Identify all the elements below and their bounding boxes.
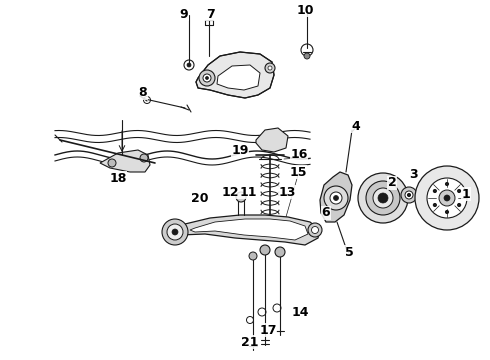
Text: 7: 7 bbox=[206, 8, 215, 21]
Text: 4: 4 bbox=[352, 120, 360, 132]
Circle shape bbox=[249, 252, 257, 260]
Text: 3: 3 bbox=[409, 168, 417, 181]
Text: 14: 14 bbox=[291, 306, 309, 319]
Circle shape bbox=[445, 211, 448, 213]
Circle shape bbox=[433, 189, 437, 193]
Circle shape bbox=[373, 188, 393, 208]
Circle shape bbox=[108, 159, 116, 167]
Text: 19: 19 bbox=[231, 144, 249, 157]
Text: 17: 17 bbox=[259, 324, 277, 337]
Text: 11: 11 bbox=[239, 185, 257, 198]
Circle shape bbox=[378, 193, 388, 203]
Text: 16: 16 bbox=[290, 148, 308, 162]
Text: 6: 6 bbox=[322, 207, 330, 220]
Circle shape bbox=[408, 194, 411, 197]
Circle shape bbox=[445, 183, 448, 185]
Circle shape bbox=[415, 166, 479, 230]
Circle shape bbox=[268, 66, 272, 70]
Text: 12: 12 bbox=[221, 185, 239, 198]
Circle shape bbox=[405, 191, 413, 199]
Text: 18: 18 bbox=[109, 171, 127, 184]
Text: 13: 13 bbox=[278, 185, 295, 198]
Circle shape bbox=[444, 195, 450, 201]
Polygon shape bbox=[170, 215, 320, 245]
Circle shape bbox=[199, 70, 215, 86]
Circle shape bbox=[187, 63, 191, 67]
Circle shape bbox=[205, 77, 209, 80]
Text: 20: 20 bbox=[191, 192, 209, 204]
Polygon shape bbox=[196, 52, 274, 98]
Circle shape bbox=[140, 154, 148, 162]
Polygon shape bbox=[256, 128, 288, 152]
Circle shape bbox=[324, 186, 348, 210]
Circle shape bbox=[265, 63, 275, 73]
Circle shape bbox=[401, 187, 417, 203]
Text: 2: 2 bbox=[388, 176, 396, 189]
Circle shape bbox=[167, 224, 183, 240]
Text: 10: 10 bbox=[296, 4, 314, 17]
Circle shape bbox=[162, 219, 188, 245]
Circle shape bbox=[236, 192, 246, 202]
Text: 8: 8 bbox=[139, 86, 147, 99]
Text: 9: 9 bbox=[180, 8, 188, 21]
Circle shape bbox=[366, 181, 400, 215]
Polygon shape bbox=[100, 150, 150, 172]
Text: 21: 21 bbox=[241, 336, 259, 348]
Circle shape bbox=[172, 229, 178, 235]
Circle shape bbox=[330, 192, 342, 204]
Circle shape bbox=[203, 74, 211, 82]
Circle shape bbox=[334, 195, 339, 201]
Circle shape bbox=[312, 226, 318, 234]
Circle shape bbox=[275, 247, 285, 257]
Polygon shape bbox=[217, 65, 260, 90]
Circle shape bbox=[304, 53, 310, 59]
Circle shape bbox=[458, 189, 461, 193]
Circle shape bbox=[433, 203, 437, 207]
Text: 1: 1 bbox=[462, 188, 470, 201]
Polygon shape bbox=[320, 172, 352, 222]
Circle shape bbox=[439, 190, 455, 206]
Text: 15: 15 bbox=[289, 166, 307, 179]
Circle shape bbox=[260, 245, 270, 255]
Polygon shape bbox=[190, 219, 308, 240]
Circle shape bbox=[308, 223, 322, 237]
Circle shape bbox=[427, 178, 467, 218]
Circle shape bbox=[458, 203, 461, 207]
Text: 5: 5 bbox=[344, 246, 353, 258]
Circle shape bbox=[358, 173, 408, 223]
